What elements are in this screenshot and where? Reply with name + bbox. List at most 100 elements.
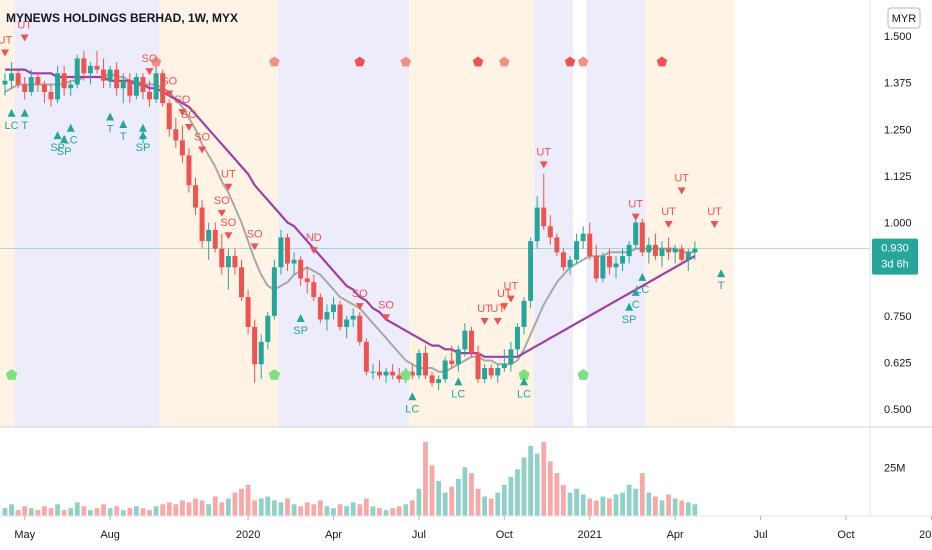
candle-body bbox=[311, 282, 317, 298]
candle bbox=[304, 267, 310, 294]
signal-label: UT bbox=[628, 199, 643, 211]
volume-bar bbox=[2, 508, 8, 516]
signal-label: SP bbox=[293, 325, 308, 337]
buy-triangle bbox=[138, 131, 147, 140]
candle bbox=[363, 338, 369, 376]
time-axis[interactable]: MayAug2020AprJulOct2021AprJulOct2022Apr bbox=[14, 516, 932, 541]
candle bbox=[324, 304, 330, 331]
time-tick-label: 2022 bbox=[919, 529, 932, 541]
volume-bar bbox=[160, 504, 166, 516]
signal-label: T bbox=[107, 124, 114, 136]
moving-averages bbox=[4, 68, 696, 373]
candle-body bbox=[606, 256, 612, 268]
candle bbox=[468, 326, 474, 357]
buy-pentagon-marker bbox=[268, 369, 281, 380]
volume-bar bbox=[429, 465, 435, 516]
candle bbox=[587, 222, 593, 260]
candle bbox=[28, 69, 34, 96]
price-axis[interactable]: 1.500 1.375 1.250 1.125 1.000 0.750 0.625 0.500 bbox=[884, 31, 912, 416]
candle-body bbox=[2, 80, 8, 85]
sell-pentagon-marker bbox=[564, 56, 576, 67]
candle-body bbox=[672, 248, 678, 253]
candle-body bbox=[534, 207, 540, 242]
volume-bar bbox=[68, 508, 74, 516]
buy-triangle bbox=[638, 272, 647, 281]
candle bbox=[298, 256, 304, 286]
candle-body bbox=[692, 248, 698, 253]
volume-bar bbox=[626, 484, 632, 516]
sell-triangle bbox=[710, 221, 719, 229]
candle-body bbox=[554, 237, 560, 253]
signal-buy: T bbox=[717, 269, 726, 292]
time-tick-label: Jul bbox=[754, 529, 768, 541]
volume-bar bbox=[528, 445, 533, 516]
candle bbox=[495, 364, 501, 383]
sell-triangle bbox=[145, 68, 154, 76]
candle bbox=[193, 177, 199, 216]
candle-body bbox=[15, 73, 21, 85]
signal-label: SP bbox=[57, 146, 72, 158]
volume-bar bbox=[587, 498, 593, 516]
sell-triangle bbox=[250, 243, 259, 251]
volume-bar bbox=[377, 508, 382, 516]
candle bbox=[541, 174, 547, 230]
candle bbox=[166, 99, 172, 137]
candle bbox=[455, 345, 461, 372]
currency-button[interactable]: MYR bbox=[887, 7, 921, 29]
buy-triangle bbox=[625, 302, 634, 311]
volume-bar bbox=[107, 508, 113, 516]
candle-body bbox=[436, 379, 442, 383]
signal-label: SO bbox=[181, 109, 197, 121]
volume-bar bbox=[442, 492, 448, 516]
candle bbox=[613, 256, 619, 279]
volume-bar bbox=[350, 502, 356, 516]
candle-body bbox=[521, 300, 527, 327]
candle-body bbox=[41, 84, 47, 92]
volume-bar bbox=[639, 473, 645, 516]
buy-triangle bbox=[454, 377, 463, 386]
volume-bar bbox=[449, 486, 455, 516]
signal-label: SO bbox=[142, 53, 158, 65]
candle bbox=[626, 241, 632, 264]
candle bbox=[225, 248, 231, 290]
signal-label: T bbox=[140, 135, 147, 147]
volume-bar bbox=[508, 477, 514, 516]
candle bbox=[547, 215, 553, 245]
candle bbox=[652, 233, 658, 260]
candle-body bbox=[278, 237, 284, 268]
candle-body bbox=[376, 371, 382, 376]
volume-bar bbox=[692, 504, 698, 516]
sell-triangle bbox=[20, 34, 29, 42]
candle-body bbox=[455, 349, 461, 365]
ma-slow-line bbox=[5, 68, 696, 358]
signal-sell: SO bbox=[247, 228, 263, 251]
signal-sell: UT bbox=[490, 303, 505, 326]
volume-bar bbox=[298, 506, 304, 516]
signal-buy: SP bbox=[622, 302, 636, 326]
candle-body bbox=[291, 259, 297, 264]
volume-bar bbox=[317, 500, 323, 516]
candle bbox=[9, 62, 15, 89]
candle-body bbox=[68, 84, 74, 89]
signal-buy: LC bbox=[5, 108, 19, 132]
candle-body bbox=[633, 222, 639, 245]
candle-body bbox=[219, 248, 225, 268]
signal-buy: T bbox=[138, 123, 147, 147]
candle bbox=[317, 293, 323, 324]
sell-triangle bbox=[224, 183, 233, 191]
sell-pentagon-marker bbox=[577, 56, 589, 67]
candle-body bbox=[350, 315, 356, 320]
volume-bar bbox=[403, 504, 409, 516]
candle-body bbox=[298, 259, 304, 279]
candle-body bbox=[101, 69, 107, 81]
volume-bar bbox=[258, 498, 264, 516]
candle-body bbox=[514, 326, 520, 350]
candle-body bbox=[35, 77, 41, 85]
sell-pentagon-marker bbox=[499, 56, 510, 67]
sell-triangle bbox=[664, 221, 673, 229]
candle bbox=[442, 356, 448, 383]
signal-buy: C bbox=[631, 287, 640, 311]
volume-bar bbox=[409, 500, 415, 516]
candle-body bbox=[140, 77, 146, 92]
